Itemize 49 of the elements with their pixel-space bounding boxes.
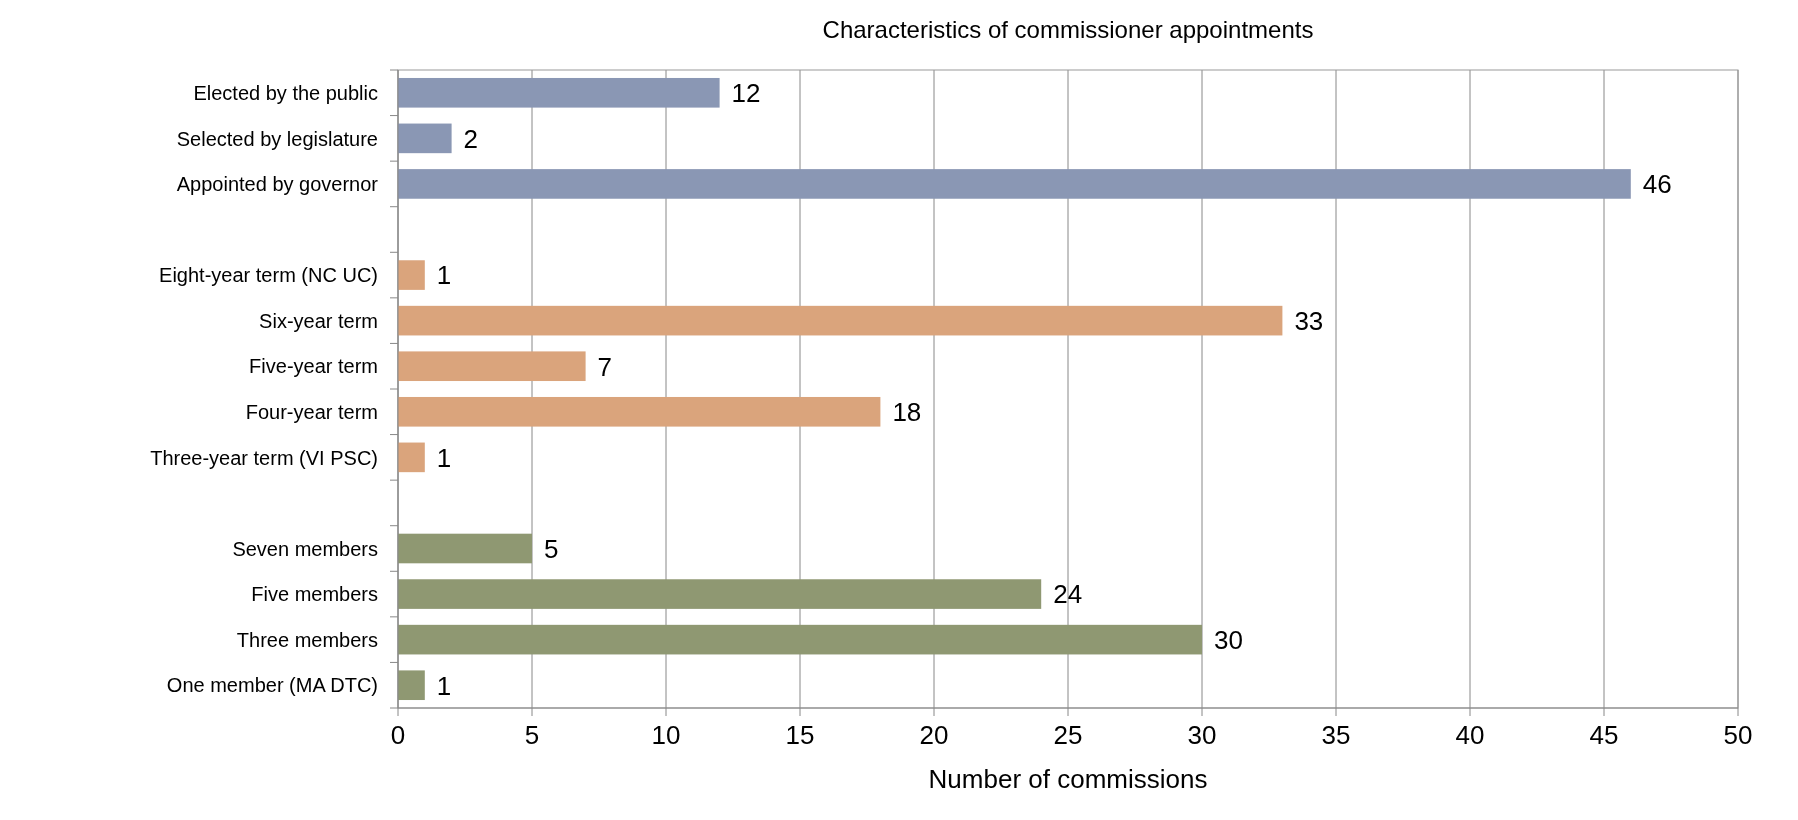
- bar: [398, 351, 586, 382]
- x-tick-label: 20: [919, 720, 949, 750]
- x-tick-label: 0: [390, 720, 406, 750]
- x-tick-label: 15: [785, 720, 815, 750]
- y-tick-label: Eight-year term (NC UC): [159, 264, 378, 287]
- data-label: 1: [436, 442, 452, 473]
- y-tick-label: Elected by the public: [193, 81, 378, 104]
- y-tick-label: Appointed by governor: [176, 173, 379, 196]
- x-axis-title: Number of commissions: [928, 764, 1208, 794]
- x-tick-label: 40: [1455, 720, 1485, 750]
- y-tick-label: Five members: [251, 583, 378, 606]
- x-tick-label: 45: [1589, 720, 1619, 750]
- data-label: 5: [544, 533, 559, 564]
- data-label: 2: [463, 123, 479, 154]
- y-tick-label: Seven members: [232, 537, 378, 560]
- y-tick-label: Four-year term: [245, 400, 378, 423]
- data-label: 18: [892, 397, 922, 428]
- data-label: 12: [731, 78, 761, 109]
- bar: [398, 77, 720, 108]
- data-label: 33: [1294, 306, 1324, 336]
- y-tick-label: Three-year term (VI PSC): [150, 446, 378, 469]
- data-label: 1: [436, 670, 452, 701]
- bar: [398, 579, 1042, 609]
- y-tick-label: Three members: [236, 628, 378, 651]
- data-label: 7: [597, 351, 613, 382]
- bar: [398, 123, 452, 154]
- chart-title: Characteristics of commissioner appointments: [822, 16, 1314, 43]
- bar: [398, 260, 425, 290]
- y-tick-label: One member (MA DTC): [166, 674, 378, 697]
- bar: [398, 624, 1202, 655]
- bar: [398, 396, 881, 427]
- bar: [398, 442, 425, 473]
- x-tick-label: 50: [1723, 720, 1753, 750]
- bar: [398, 169, 1631, 199]
- y-tick-label: Selected by legislature: [176, 127, 378, 150]
- y-tick-label: Five-year term: [249, 355, 378, 378]
- x-tick-label: 10: [651, 720, 681, 750]
- x-tick-label: 5: [524, 720, 540, 750]
- data-label: 30: [1214, 625, 1243, 655]
- data-label: 46: [1642, 169, 1672, 200]
- bar: [398, 305, 1283, 336]
- data-label: 1: [436, 260, 452, 291]
- x-tick-label: 35: [1321, 720, 1351, 750]
- bar: [398, 533, 532, 564]
- data-label: 24: [1053, 579, 1083, 610]
- x-tick-label: 30: [1187, 720, 1217, 750]
- y-tick-label: Six-year term: [259, 309, 378, 332]
- x-tick-label: 25: [1053, 720, 1083, 750]
- bar: [398, 670, 425, 701]
